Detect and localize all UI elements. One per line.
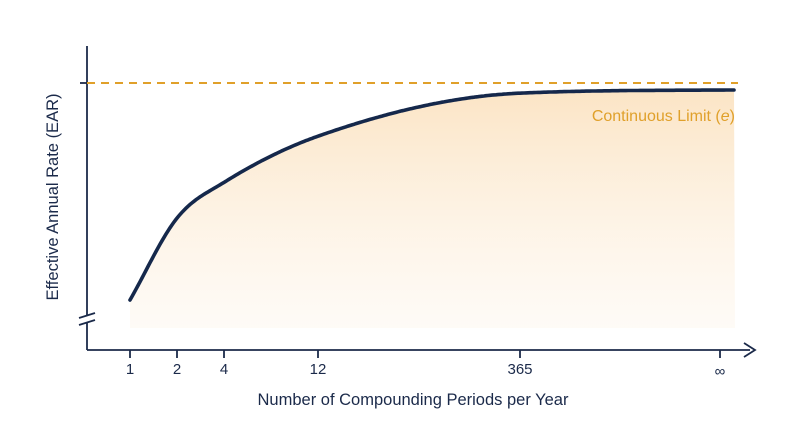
x-tick-label: 365 bbox=[507, 361, 532, 378]
x-ticks: 1 2 4 12 365 ∞ bbox=[126, 350, 726, 380]
x-axis-arrowhead bbox=[743, 342, 757, 358]
x-tick-label: 2 bbox=[173, 361, 181, 378]
x-tick-label: 1 bbox=[126, 361, 134, 378]
continuous-limit-label: Continuous Limit (e) bbox=[592, 108, 735, 125]
x-tick-label: 12 bbox=[310, 361, 327, 378]
limit-label-suffix: ) bbox=[730, 108, 735, 125]
ear-curve bbox=[128, 88, 736, 302]
area-under-curve bbox=[130, 90, 735, 328]
limit-label-variable: e bbox=[721, 108, 730, 125]
limit-label-prefix: Continuous Limit ( bbox=[592, 108, 722, 125]
x-tick-label: ∞ bbox=[715, 363, 726, 380]
y-axis-break-mark bbox=[78, 312, 96, 326]
x-axis-title: Number of Compounding Periods per Year bbox=[258, 391, 569, 409]
y-axis-title: Effective Annual Rate (EAR) bbox=[44, 94, 62, 301]
x-tick-label: 4 bbox=[220, 361, 228, 378]
